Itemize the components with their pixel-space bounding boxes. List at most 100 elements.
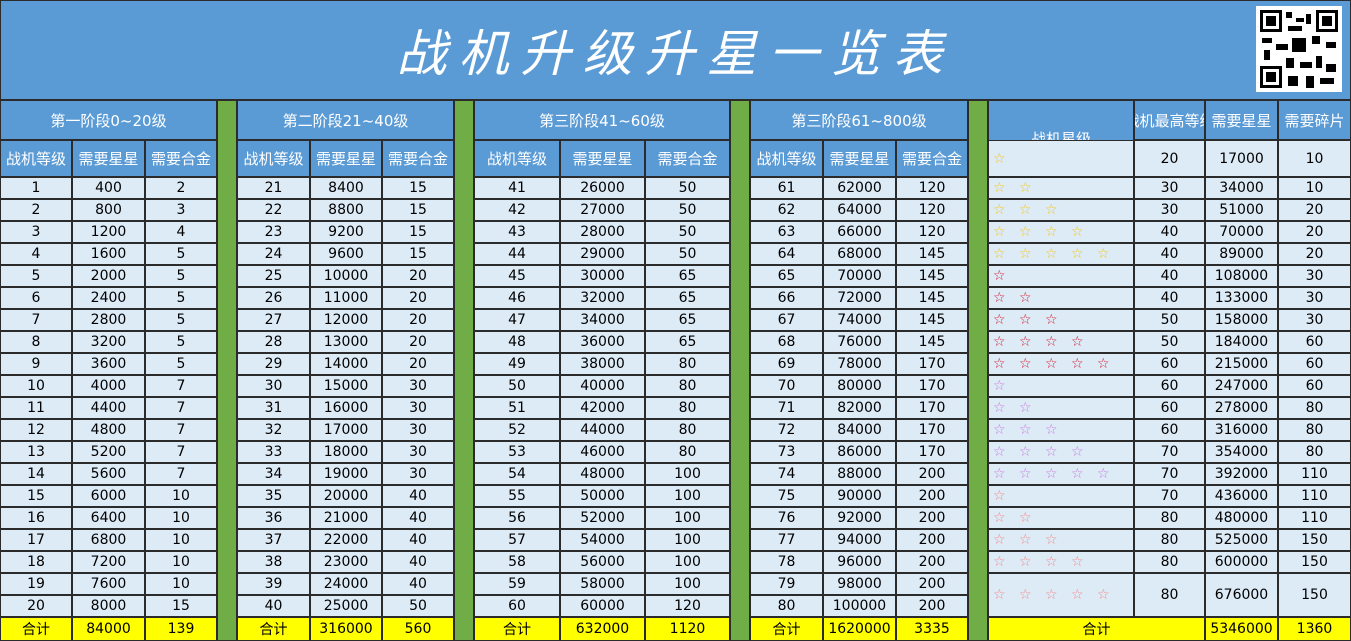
table-cell: 30 xyxy=(1278,287,1351,309)
star-icon: ☆ xyxy=(1071,444,1084,460)
table-cell: 7 xyxy=(145,419,217,441)
table-cell: 74000 xyxy=(823,309,896,331)
table-cell: 392000 xyxy=(1205,463,1278,485)
divider xyxy=(454,100,474,641)
star-cell: ☆ ☆ ☆ ☆ ☆ xyxy=(988,573,1134,617)
star-icon: ☆ xyxy=(1071,224,1084,240)
table-cell: 7 xyxy=(145,397,217,419)
table-cell: 76 xyxy=(750,507,823,529)
table-cell: 56 xyxy=(474,507,560,529)
table-cell: 8400 xyxy=(310,177,382,199)
star-icon: ☆ xyxy=(1045,246,1058,262)
total-cell: 合计 xyxy=(0,617,72,641)
table-cell: 3200 xyxy=(72,331,145,353)
table-cell: 278000 xyxy=(1205,397,1278,419)
star-icon: ☆ xyxy=(993,268,1006,284)
table-cell: 38000 xyxy=(560,353,645,375)
table-cell: 46000 xyxy=(560,441,645,463)
star-icon: ☆ xyxy=(1019,246,1032,262)
table-cell: 30 xyxy=(1278,309,1351,331)
table-cell: 22000 xyxy=(310,529,382,551)
star-icon: ☆ xyxy=(993,466,1006,482)
table-cell: 80 xyxy=(1134,507,1205,529)
table-cell: 15 xyxy=(382,243,454,265)
star-cell: ☆ ☆ xyxy=(988,287,1134,309)
star-cell: ☆ ☆ ☆ ☆ xyxy=(988,441,1134,463)
table-cell: 40 xyxy=(1134,221,1205,243)
column-header: 战机最高等级 xyxy=(1134,100,1205,140)
table-cell: 69 xyxy=(750,353,823,375)
table-cell: 80000 xyxy=(823,375,896,397)
table-cell: 120 xyxy=(645,595,730,617)
table-cell: 1 xyxy=(0,177,72,199)
total-cell: 3335 xyxy=(896,617,968,641)
star-icon: ☆ xyxy=(1019,554,1032,570)
table-cell: 60 xyxy=(1134,353,1205,375)
table-cell: 215000 xyxy=(1205,353,1278,375)
table-cell: 30 xyxy=(382,375,454,397)
total-cell: 1620000 xyxy=(823,617,896,641)
table-cell: 15 xyxy=(145,595,217,617)
star-icon: ☆ xyxy=(1019,312,1032,328)
table-cell: 6400 xyxy=(72,507,145,529)
table-cell: 39 xyxy=(237,573,310,595)
table-cell: 36000 xyxy=(560,331,645,353)
table-cell: 200 xyxy=(896,485,968,507)
table-cell: 7 xyxy=(145,463,217,485)
column-header: 需要星星 xyxy=(823,140,896,177)
table-cell: 20 xyxy=(382,287,454,309)
table-cell: 40 xyxy=(382,551,454,573)
table-cell: 10 xyxy=(1278,140,1351,177)
table-cell: 800 xyxy=(72,199,145,221)
table-cell: 316000 xyxy=(1205,419,1278,441)
table-cell: 35 xyxy=(237,485,310,507)
table-cell: 58000 xyxy=(560,573,645,595)
table-cell: 33 xyxy=(237,441,310,463)
table-cell: 30 xyxy=(382,397,454,419)
table-cell: 98000 xyxy=(823,573,896,595)
table-cell: 40 xyxy=(1134,287,1205,309)
table-cell: 45 xyxy=(474,265,560,287)
table-cell: 27000 xyxy=(560,199,645,221)
table-cell: 44 xyxy=(474,243,560,265)
table-cell: 51 xyxy=(474,397,560,419)
table-cell: 5 xyxy=(145,309,217,331)
table-cell: 80 xyxy=(1278,397,1351,419)
title: 战机升级升星一览表 xyxy=(0,0,1351,100)
table-cell: 150 xyxy=(1278,529,1351,551)
table-cell: 43 xyxy=(474,221,560,243)
table-cell: 50 xyxy=(645,199,730,221)
table-cell: 9 xyxy=(0,353,72,375)
table-cell: 110 xyxy=(1278,485,1351,507)
table-cell: 247000 xyxy=(1205,375,1278,397)
table-cell: 48000 xyxy=(560,463,645,485)
table-cell: 20 xyxy=(382,309,454,331)
table-cell: 42 xyxy=(474,199,560,221)
table-cell: 10 xyxy=(145,573,217,595)
table-cell: 5 xyxy=(145,243,217,265)
table-cell: 65 xyxy=(750,265,823,287)
star-icon: ☆ xyxy=(993,510,1006,526)
table-cell: 7 xyxy=(145,441,217,463)
table-cell: 17 xyxy=(0,529,72,551)
table-cell: 2400 xyxy=(72,287,145,309)
table-cell: 5 xyxy=(0,265,72,287)
table-cell: 9600 xyxy=(310,243,382,265)
star-icon: ☆ xyxy=(993,532,1006,548)
table-cell: 145 xyxy=(896,287,968,309)
table-cell: 120 xyxy=(896,199,968,221)
table-cell: 90000 xyxy=(823,485,896,507)
table-cell: 20 xyxy=(382,353,454,375)
table-cell: 400 xyxy=(72,177,145,199)
table-cell: 22 xyxy=(237,199,310,221)
star-cell: ☆ ☆ ☆ ☆ xyxy=(988,551,1134,573)
table-cell: 20 xyxy=(382,265,454,287)
divider xyxy=(968,100,988,641)
table-cell: 133000 xyxy=(1205,287,1278,309)
table-cell: 72 xyxy=(750,419,823,441)
table-cell: 70000 xyxy=(1205,221,1278,243)
table-cell: 92000 xyxy=(823,507,896,529)
table-cell: 676000 xyxy=(1205,573,1278,617)
table-cell: 19 xyxy=(0,573,72,595)
